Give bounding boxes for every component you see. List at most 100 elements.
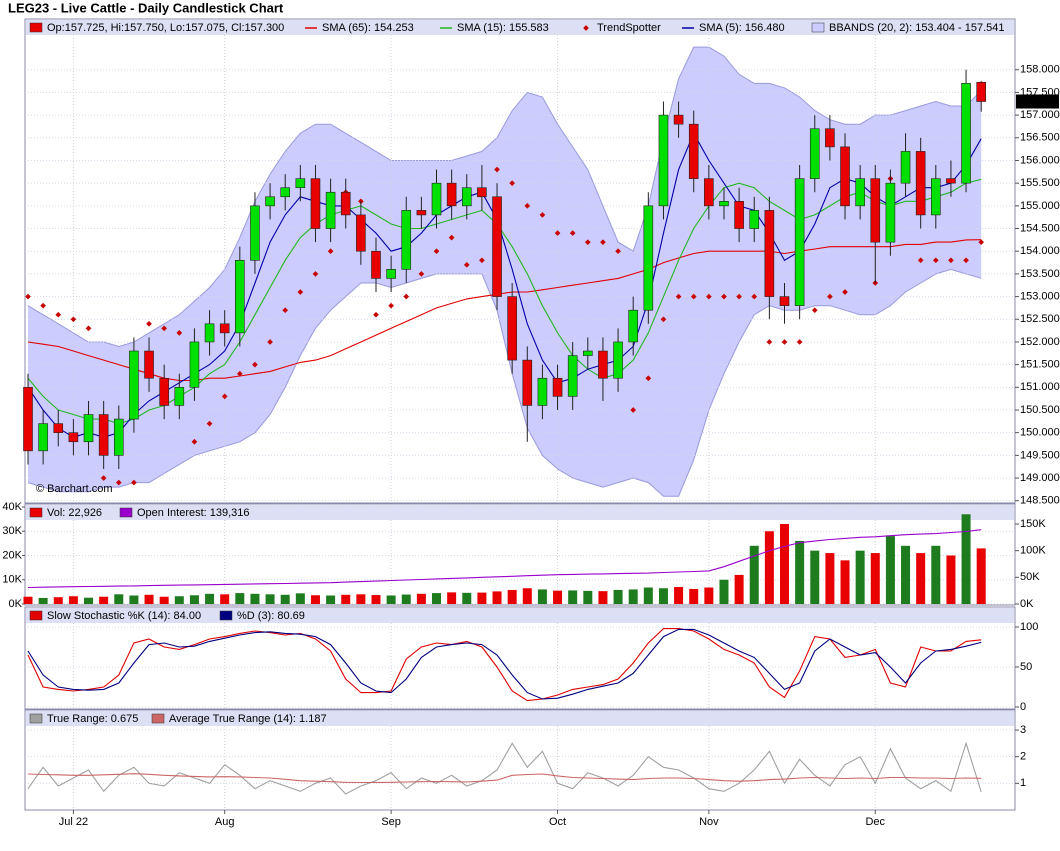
- y-tick-label: 1: [1020, 777, 1026, 789]
- y-tick-label: 40K: [2, 501, 22, 513]
- candle-body: [915, 151, 926, 216]
- candle-body: [340, 191, 351, 216]
- volume-bar: [53, 597, 63, 604]
- candle-body: [477, 187, 487, 198]
- volume-bar: [432, 593, 442, 604]
- trend-dot: [660, 316, 667, 323]
- volume-bar: [598, 591, 608, 604]
- trend-dot: [236, 370, 243, 377]
- y-tick-label: 152.500: [1020, 313, 1060, 325]
- volume-bar: [734, 574, 744, 604]
- candle-body: [204, 323, 215, 343]
- volume-bar: [976, 548, 986, 604]
- y-tick-label: 0K: [1020, 598, 1034, 610]
- trend-dot: [100, 475, 107, 481]
- y-tick-label: 148.500: [1020, 495, 1060, 507]
- candle-body: [325, 191, 336, 229]
- volume-bar: [462, 592, 472, 604]
- candle-body: [522, 359, 533, 406]
- volume-bar: [295, 593, 305, 604]
- indicator-line: [27, 628, 982, 700]
- last-price-tag: [1016, 94, 1059, 109]
- volume-bar: [280, 594, 290, 604]
- y-tick-label: 0: [1020, 701, 1026, 713]
- volume-bar: [537, 589, 547, 604]
- trend-dot: [509, 180, 515, 186]
- candle-body: [446, 182, 457, 207]
- volume-bar: [855, 550, 865, 604]
- volume-bar: [220, 594, 230, 604]
- y-tick-label: 150.500: [1020, 404, 1060, 416]
- trend-dot: [448, 234, 455, 241]
- candle-body: [386, 269, 396, 279]
- x-tick-label: Jul 22: [59, 816, 88, 828]
- candle-body: [885, 182, 896, 243]
- volume-bar: [371, 595, 381, 604]
- panel-header: [26, 505, 1014, 520]
- volume-bar: [159, 596, 169, 604]
- trend-dot: [403, 293, 410, 300]
- candle-body: [310, 178, 321, 229]
- volume-bar: [749, 545, 759, 604]
- candle-body: [250, 205, 260, 261]
- y-tick-label: 150.000: [1020, 427, 1060, 439]
- trend-dot: [978, 239, 985, 245]
- volume-bar: [310, 595, 320, 604]
- y-tick-label: 156.000: [1020, 154, 1060, 166]
- trend-dot: [569, 230, 576, 236]
- legend-label: SMA (15): 155.583: [457, 22, 549, 34]
- trend-dot: [161, 325, 167, 332]
- candle-body: [280, 187, 291, 198]
- trend-dot: [463, 262, 470, 268]
- candle-body: [870, 178, 881, 243]
- trend-dot: [706, 293, 712, 300]
- y-tick-label: 50K: [1020, 571, 1040, 583]
- candle-body: [235, 259, 245, 334]
- legend-label: Slow Stochastic %K (14): 84.00: [47, 610, 201, 622]
- y-tick-label: 154.000: [1020, 245, 1060, 257]
- indicator-line: [27, 741, 982, 795]
- trend-dot: [811, 307, 818, 314]
- panel-frame: [24, 709, 1016, 811]
- volume-bar: [643, 587, 653, 604]
- trend-dot: [221, 393, 228, 400]
- y-tick-label: 149.000: [1020, 472, 1060, 484]
- volume-bar: [189, 595, 199, 604]
- candle-body: [840, 146, 850, 207]
- indicator-line: [27, 239, 982, 382]
- legend-swatch: [29, 507, 43, 518]
- candle-body: [567, 355, 578, 397]
- trend-dot: [85, 325, 92, 332]
- trend-dot: [842, 289, 848, 295]
- volume-bar: [658, 588, 668, 604]
- y-tick-label: 155.500: [1020, 177, 1060, 189]
- volume-bar: [235, 593, 245, 604]
- candle-body: [129, 350, 139, 420]
- trend-dot: [736, 293, 742, 300]
- legend-label: SMA (5): 156.480: [699, 22, 785, 34]
- panel-header: [26, 20, 1014, 35]
- legend-label: Open Interest: 139,316: [137, 507, 250, 519]
- legend-swatch: [219, 610, 233, 621]
- y-tick-label: 10K: [2, 574, 22, 586]
- y-tick-label: 157.000: [1020, 109, 1060, 121]
- y-tick-label: 153.000: [1020, 290, 1060, 302]
- volume-bar: [356, 594, 366, 604]
- trend-dot: [25, 293, 31, 300]
- trend-dot: [584, 239, 591, 245]
- volume-bar: [764, 531, 774, 604]
- volume-bar: [144, 594, 154, 604]
- candle-body: [930, 178, 941, 216]
- candle-body: [492, 196, 502, 297]
- candle-body: [507, 296, 517, 361]
- legend-label: BBANDS (20, 2): 153.404 - 157.541: [829, 22, 1005, 34]
- x-tick-label: Sep: [381, 816, 401, 828]
- candle-body: [749, 210, 760, 229]
- y-tick-label: 149.500: [1020, 449, 1060, 461]
- volume-bar: [613, 589, 623, 604]
- candle-body: [174, 387, 185, 406]
- legend-swatch: [29, 610, 43, 621]
- x-tick-label: Oct: [549, 816, 566, 828]
- volume-bar: [961, 514, 971, 604]
- open-interest-line: [27, 529, 982, 589]
